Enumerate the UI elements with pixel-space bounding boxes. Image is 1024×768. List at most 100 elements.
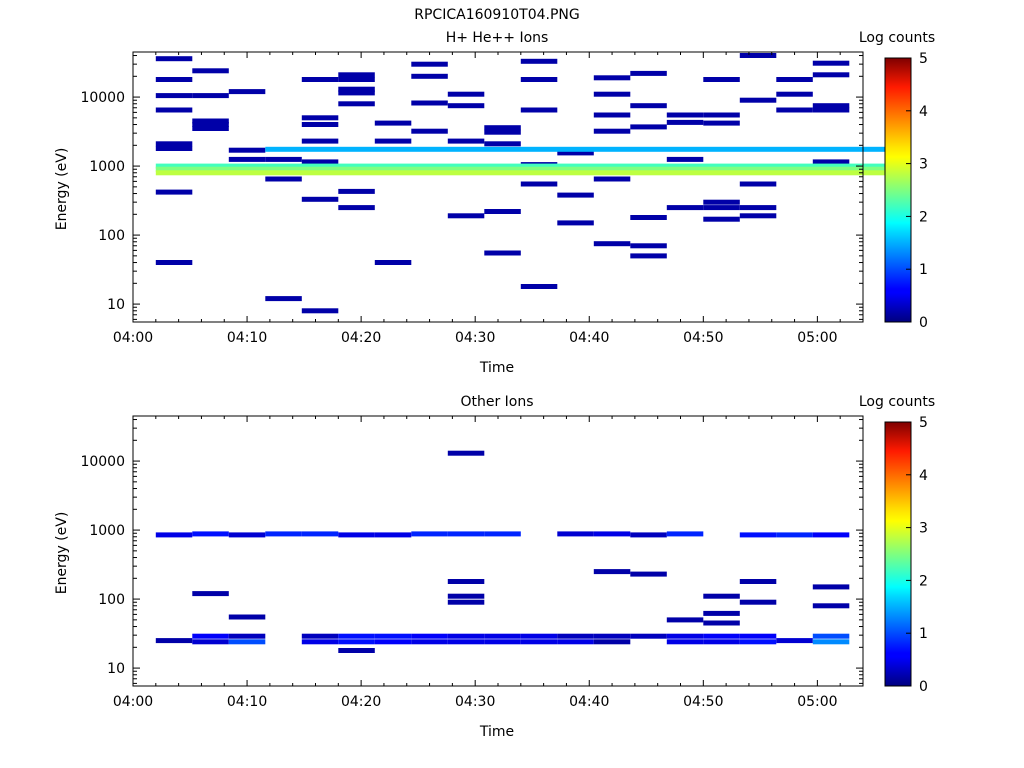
heatmap-cell <box>703 199 740 205</box>
heatmap-cell <box>739 639 777 645</box>
heatmap-cell <box>520 284 558 289</box>
colorbar-tick-label: 5 <box>919 415 928 431</box>
heatmap-cell <box>630 633 667 639</box>
heatmap-cell <box>703 205 740 211</box>
heatmap-cell <box>703 593 740 599</box>
heatmap-cell <box>447 599 485 605</box>
heatmap-cell <box>301 308 339 314</box>
heatmap-cell <box>192 633 229 639</box>
x-tick-label: 05:00 <box>797 330 837 346</box>
heatmap-cell <box>192 93 229 99</box>
heatmap-cell <box>338 90 375 96</box>
heatmap-cell <box>447 91 485 97</box>
colorbar-tick-label: 0 <box>919 315 928 331</box>
heatmap-cell <box>812 584 850 590</box>
heatmap-cell <box>630 532 667 538</box>
heatmap-cell <box>666 531 704 537</box>
heatmap-cell <box>338 633 375 639</box>
heatmap-cell <box>484 633 521 639</box>
heatmap-cell <box>703 610 740 616</box>
heatmap-cell <box>192 591 229 597</box>
heatmap-cell <box>338 77 375 82</box>
heatmap-cell <box>666 119 704 125</box>
x-tick-label: 04:40 <box>569 694 609 710</box>
heatmap-cell <box>484 639 521 645</box>
heatmap-cell <box>484 141 521 147</box>
heatmap-cell <box>630 124 667 130</box>
heatmap-cell <box>630 253 667 259</box>
heatmap-cell <box>447 213 485 219</box>
heatmap-cell <box>411 633 448 639</box>
heatmap-cell <box>192 68 229 74</box>
heatmap-cell <box>447 633 485 639</box>
y-tick-label: 10 <box>107 297 125 313</box>
heatmap-cell <box>228 614 266 620</box>
x-tick-label: 04:40 <box>569 330 609 346</box>
heatmap-cell <box>520 181 558 187</box>
heatmap-cell <box>484 250 521 256</box>
heatmap-cell <box>447 639 485 645</box>
heatmap-cell <box>520 633 558 639</box>
heatmap-cell <box>630 215 667 220</box>
x-tick-label: 04:10 <box>227 694 267 710</box>
heatmap-cell <box>301 77 339 82</box>
x-tick-label: 04:30 <box>455 694 495 710</box>
colorbar-ticks: 0 1 2 3 4 5 <box>906 51 928 331</box>
y-tick-label: 1000 <box>89 523 125 539</box>
heatmap-cell <box>228 633 266 639</box>
x-axis-label: Time <box>479 724 514 740</box>
heatmap-cell <box>484 209 521 214</box>
x-tick-label: 04:20 <box>341 694 381 710</box>
heatmap-cell <box>155 260 193 265</box>
heatmap-cell <box>812 532 850 538</box>
heatmap-cell <box>776 638 813 644</box>
heatmap-cell <box>228 89 266 95</box>
heatmap-cell <box>630 70 667 76</box>
heatmap-cell <box>593 639 631 645</box>
heatmap-cell <box>739 532 777 538</box>
heatmap-cell <box>812 159 850 165</box>
heatmap-cell <box>411 128 448 134</box>
heatmap-cell <box>812 107 850 113</box>
y-tick-label: 10 <box>107 661 125 677</box>
heatmap-cell <box>338 532 375 538</box>
heatmap-cell <box>265 296 302 302</box>
colorbar-tick-label: 2 <box>919 573 928 589</box>
heatmap-cell <box>630 243 667 249</box>
axes: 04:00 04:10 04:20 04:30 04:40 04:50 05:00 10 100… <box>80 52 863 346</box>
heatmap-cell <box>228 156 266 162</box>
heatmap-cell <box>374 532 412 538</box>
heatmap-cells <box>155 53 886 314</box>
heatmap-cell <box>812 633 850 639</box>
heatmap-cell <box>301 196 339 202</box>
heatmap-band <box>155 163 886 169</box>
y-axis-label: Energy (eV) <box>54 512 70 595</box>
heatmap-cell <box>557 531 594 537</box>
heatmap-cell <box>192 531 229 537</box>
heatmap-cell <box>593 128 631 134</box>
heatmap-cell <box>447 138 485 144</box>
heatmap-cell <box>593 91 631 97</box>
heatmap-cell <box>484 129 521 135</box>
heatmap-cell <box>447 579 485 584</box>
heatmap-cell <box>338 86 375 92</box>
heatmap-cell <box>557 150 594 156</box>
colorbar <box>884 421 912 687</box>
page-title: RPCICA160910T04.PNG <box>414 7 579 23</box>
panel-title: H+ He++ Ions <box>446 30 549 46</box>
heatmap-cell <box>411 639 448 645</box>
heatmap-cell <box>739 205 777 211</box>
heatmap-cell <box>338 648 375 653</box>
heatmap-cell <box>228 532 266 538</box>
heatmap-cell <box>374 260 412 265</box>
heatmap-cell <box>593 569 631 575</box>
heatmap-cell <box>776 107 813 113</box>
heatmap-band <box>265 146 886 152</box>
heatmap-band <box>155 166 886 172</box>
heatmap-cell <box>374 639 412 645</box>
y-tick-label: 100 <box>98 228 125 244</box>
heatmap-cell <box>228 639 266 645</box>
heatmap-cell <box>666 205 704 211</box>
colorbar-ticks: 0 1 2 3 4 5 <box>906 415 928 695</box>
heatmap-cell <box>557 220 594 226</box>
